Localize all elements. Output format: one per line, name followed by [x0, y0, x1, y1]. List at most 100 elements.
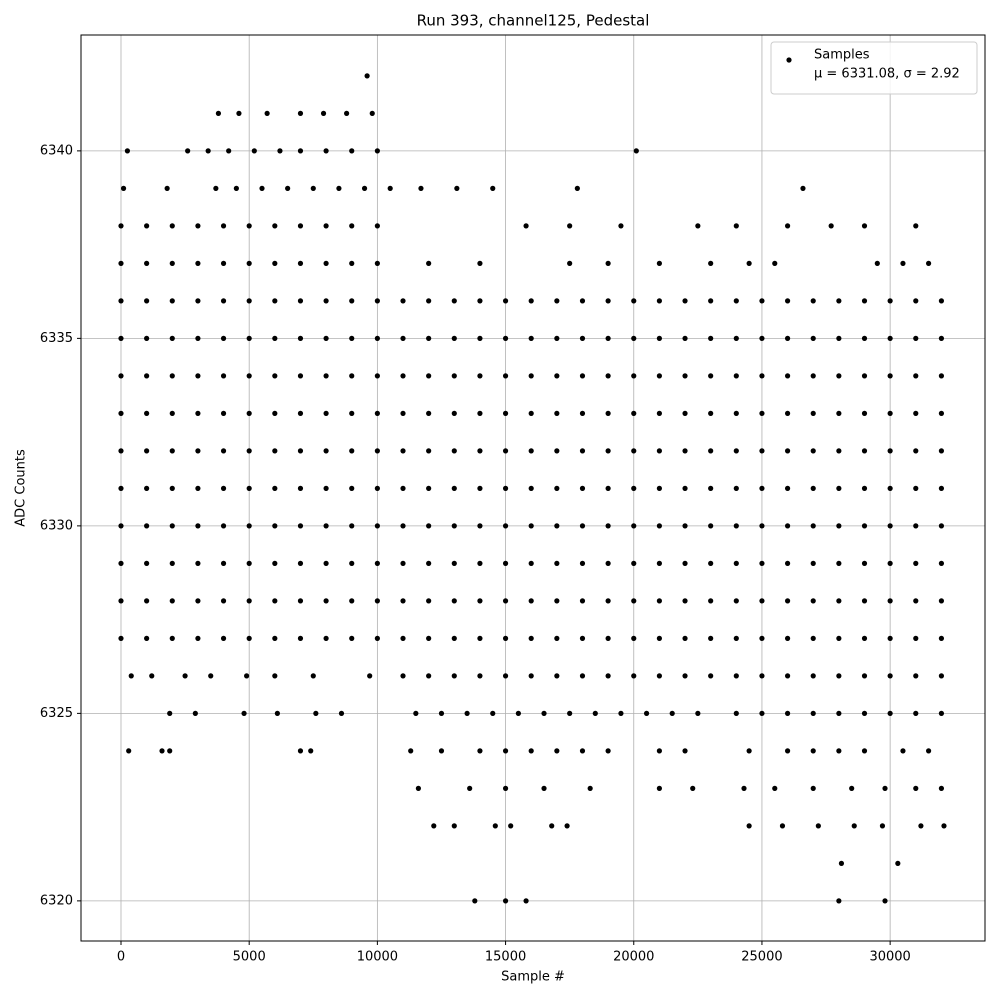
sample-point [938, 448, 945, 454]
sample-point [554, 635, 560, 641]
sample-point [426, 448, 432, 454]
sample-point [882, 898, 888, 904]
sample-point [579, 485, 586, 491]
sample-point [374, 410, 380, 416]
sample-point [477, 635, 483, 641]
sample-point [656, 635, 662, 641]
sample-point [913, 560, 919, 566]
sample-point [426, 335, 432, 341]
x-tick-label: 0 [117, 950, 125, 965]
sample-point [272, 523, 278, 529]
sample-point [213, 185, 219, 191]
sample-point [374, 223, 380, 229]
sample-point [656, 373, 662, 379]
sample-point [887, 485, 893, 491]
sample-point [682, 523, 688, 529]
sample-point [297, 748, 304, 754]
sample-point [477, 485, 483, 491]
sample-point [144, 448, 150, 454]
sample-point [682, 485, 688, 491]
sample-point [759, 298, 765, 304]
sample-point [523, 223, 529, 229]
sample-point [887, 710, 893, 716]
sample-point [682, 748, 688, 754]
sample-point [323, 635, 329, 641]
sample-point [938, 710, 945, 716]
x-tick-label: 20000 [613, 950, 654, 965]
sample-point [528, 635, 534, 641]
sample-point [733, 223, 739, 229]
sample-point [118, 523, 124, 529]
sample-point [579, 748, 586, 754]
sample-point [169, 373, 175, 379]
sample-point [118, 223, 124, 229]
sample-point [144, 298, 150, 304]
sample-point [472, 898, 478, 904]
sample-point [708, 260, 714, 266]
sample-point [502, 410, 509, 416]
sample-point [374, 260, 380, 266]
sample-point [400, 485, 406, 491]
sample-point [454, 185, 460, 191]
legend-label: Samples [814, 48, 870, 63]
sample-point [274, 710, 280, 716]
sample-point [323, 298, 329, 304]
sample-point [297, 298, 304, 304]
sample-point [169, 223, 175, 229]
sample-point [861, 710, 868, 716]
sample-point [938, 673, 945, 679]
sample-point [220, 635, 227, 641]
sample-point [169, 635, 175, 641]
sample-point [502, 335, 509, 341]
sample-point [246, 298, 252, 304]
sample-point [215, 110, 222, 116]
sample-point [297, 148, 304, 154]
sample-point [451, 560, 457, 566]
sample-point [682, 598, 688, 604]
sample-point [784, 523, 791, 529]
sample-point [118, 560, 124, 566]
sample-point [118, 485, 124, 491]
sample-point [220, 260, 227, 266]
sample-point [374, 335, 380, 341]
legend-marker [786, 57, 792, 63]
sample-point [882, 785, 888, 791]
sample-point [656, 335, 662, 341]
sample-point [451, 335, 457, 341]
sample-point [887, 598, 893, 604]
sample-point [490, 710, 496, 716]
sample-point [605, 485, 611, 491]
sample-point [708, 560, 714, 566]
sample-point [733, 485, 739, 491]
y-tick-label: 6320 [40, 893, 73, 908]
sample-point [861, 448, 868, 454]
sample-point [784, 485, 791, 491]
sample-point [451, 448, 457, 454]
sample-point [554, 748, 560, 754]
sample-point [605, 298, 611, 304]
sample-point [400, 523, 406, 529]
sample-point [938, 485, 945, 491]
sample-point [374, 373, 380, 379]
sample-point [426, 410, 432, 416]
sample-point [272, 448, 278, 454]
sample-point [618, 710, 624, 716]
sample-point [913, 223, 919, 229]
sample-point [554, 673, 560, 679]
sample-point [759, 410, 765, 416]
sample-point [144, 373, 150, 379]
sample-point [528, 448, 534, 454]
sample-point [938, 523, 945, 529]
sample-point [810, 298, 816, 304]
sample-point [502, 373, 509, 379]
y-tick-label: 6325 [40, 706, 73, 721]
sample-point [564, 823, 570, 829]
sample-point [938, 785, 945, 791]
sample-point [415, 785, 421, 791]
sample-point [195, 298, 201, 304]
sample-point [708, 635, 714, 641]
sample-point [400, 335, 406, 341]
sample-point [746, 260, 752, 266]
legend-note: μ = 6331.08, σ = 2.92 [814, 67, 960, 82]
sample-point [426, 298, 432, 304]
